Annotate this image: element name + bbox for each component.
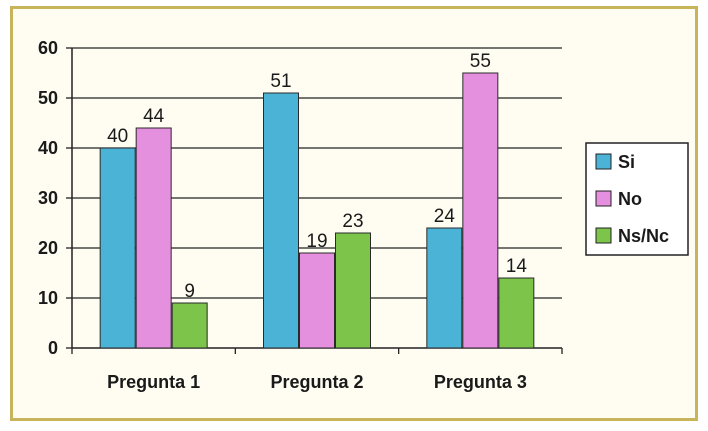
category-label: Pregunta 3 bbox=[434, 372, 527, 392]
y-tick-label: 20 bbox=[38, 238, 58, 258]
y-tick-label: 0 bbox=[48, 338, 58, 358]
bar bbox=[426, 227, 463, 349]
data-label: 24 bbox=[434, 206, 456, 227]
bar bbox=[135, 127, 172, 349]
category-label: Pregunta 2 bbox=[270, 372, 363, 392]
data-labels: 40 44 9 51 19 23 24 55 14 bbox=[107, 51, 527, 302]
category-labels: Pregunta 1 Pregunta 2 Pregunta 3 bbox=[107, 372, 527, 392]
y-tick-label: 60 bbox=[38, 38, 58, 58]
bar bbox=[299, 252, 335, 349]
data-label: 44 bbox=[143, 106, 165, 127]
legend-swatch bbox=[595, 227, 612, 244]
bar bbox=[171, 302, 208, 349]
data-label: 55 bbox=[470, 51, 491, 72]
y-tick-label: 10 bbox=[38, 288, 58, 308]
bar bbox=[462, 72, 499, 349]
bar bbox=[263, 92, 299, 349]
legend-swatch bbox=[595, 153, 612, 170]
category-label: Pregunta 1 bbox=[107, 372, 200, 392]
bar bbox=[498, 277, 535, 349]
bar bbox=[335, 232, 371, 349]
y-tick-label: 40 bbox=[38, 138, 58, 158]
legend: Si No Ns/Nc bbox=[585, 142, 689, 256]
legend-label: Si bbox=[618, 152, 635, 172]
bar bbox=[99, 147, 136, 349]
legend-label: No bbox=[618, 189, 642, 209]
y-axis-ticks: 0 10 20 30 40 50 60 bbox=[38, 38, 58, 358]
bars bbox=[99, 72, 535, 349]
data-label: 51 bbox=[270, 71, 291, 92]
data-label: 9 bbox=[184, 281, 195, 302]
data-label: 23 bbox=[342, 211, 363, 232]
y-tick-label: 30 bbox=[38, 188, 58, 208]
data-label: 40 bbox=[107, 126, 128, 147]
legend-swatch bbox=[595, 190, 612, 207]
y-tick-label: 50 bbox=[38, 88, 58, 108]
legend-label: Ns/Nc bbox=[618, 226, 669, 246]
data-label: 19 bbox=[306, 231, 327, 252]
data-label: 14 bbox=[506, 256, 528, 277]
